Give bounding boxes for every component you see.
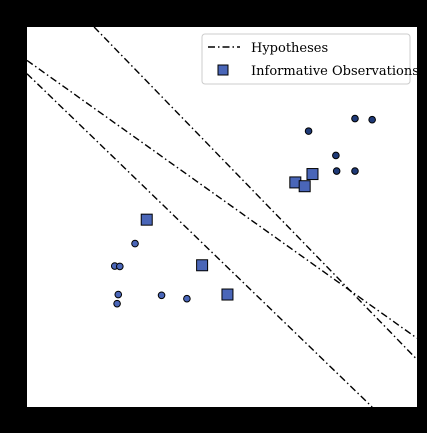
legend: Hypotheses Informative Observations: [201, 33, 419, 85]
observation-square-3: [221, 288, 234, 301]
data-point-s2-4: [332, 151, 340, 160]
data-point-s1-6: [157, 291, 166, 300]
plot-area: [27, 27, 417, 407]
legend-observations-swatch: [217, 64, 229, 76]
legend-observations-label: Informative Observations: [251, 64, 419, 79]
data-point-s1-3: [116, 262, 124, 271]
legend-box: [201, 33, 411, 85]
hypotheses-lines: [27, 27, 417, 407]
data-point-s1-7: [183, 294, 191, 303]
observation-square-6: [306, 168, 319, 181]
data-point-s2-3: [368, 115, 376, 124]
data-point-s2-6: [351, 167, 359, 175]
data-point-s2-5: [332, 167, 341, 175]
data-point-s2-2: [351, 114, 359, 123]
data-point-s2-1: [304, 127, 313, 135]
observation-square-2: [196, 259, 209, 272]
data-point-s1-4: [114, 290, 123, 299]
legend-hypotheses-label: Hypotheses: [251, 41, 328, 56]
data-point-s1-5: [113, 299, 121, 308]
observation-square-1: [140, 213, 153, 226]
data-points: [110, 114, 376, 308]
observation-square-5: [298, 180, 311, 193]
hypothesis-line-3: [93, 27, 417, 360]
data-point-s1-1: [131, 239, 139, 248]
